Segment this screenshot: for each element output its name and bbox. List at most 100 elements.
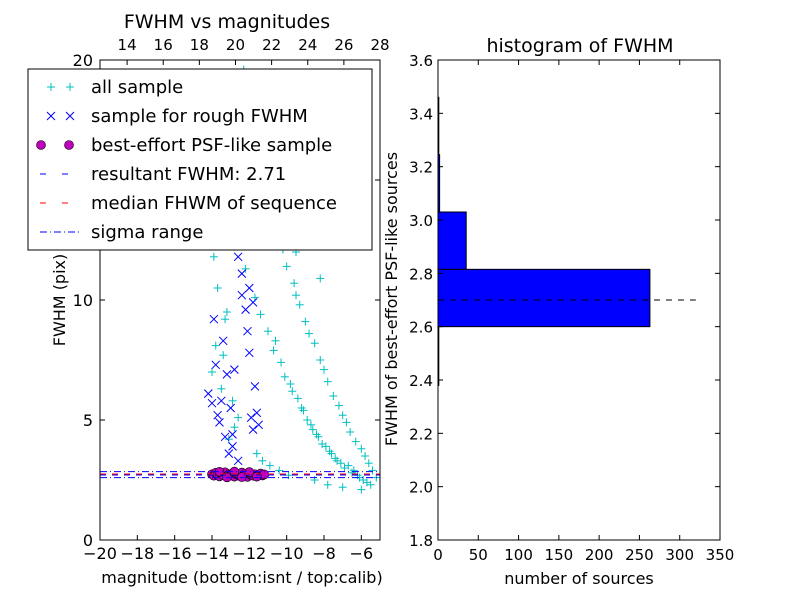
all-sample-point [366,480,375,489]
legend-label-sigma-range: sigma range [91,222,203,243]
rough-sample-point-b [224,449,234,458]
all-sample-point [234,413,243,422]
right-x-tick-label: 300 [665,546,694,564]
rough-sample-point-b [233,252,243,262]
right-x-axis-label: number of sources [504,569,654,588]
rough-sample-point [230,365,239,374]
legend-label-psf-sample: best-effort PSF-like sample [91,135,332,156]
rough-sample-point [213,410,222,420]
legend-markers [36,83,80,233]
all-sample-point [342,418,351,427]
all-sample-point [303,416,312,424]
all-sample-point [338,483,347,492]
right-y-ticks: 1.8 2.0 2.2 2.4 2.6 2.8 3.0 3.2 3.4 3.6 [409,52,720,550]
psf-sample-point [251,471,262,482]
rough-sample-point [250,382,260,391]
right-y-tick-label: 3.0 [409,212,433,230]
left-x-tick-label: −14 [195,544,229,563]
right-y-tick-label: 3.4 [409,105,433,123]
left-y-tick-label: 20 [73,51,93,70]
all-sample-point [351,437,360,446]
histogram-bar [437,211,467,270]
rough-sample-point [244,283,254,293]
all-sample-point [357,485,366,494]
all-sample-point [213,284,222,292]
all-sample-point [217,384,226,393]
rough-sample-point-b [237,290,247,300]
all-sample-point [224,435,233,444]
legend-marker-psf-sample [64,140,74,150]
left-chart: −20−18−16−14−12−10−8−6 05101520 14161820… [27,11,390,587]
all-sample-point [280,372,289,381]
all-sample-point [323,480,332,489]
all-sample-point [230,423,239,432]
rough-sample-point [228,430,237,439]
rough-sample-point-b [218,336,228,346]
rough-sample-point [207,398,217,408]
all-sample-point [295,300,304,309]
all-sample-point [256,310,265,319]
rough-sample-point-b [213,410,222,420]
rough-sample-point-b [246,413,256,422]
all-sample-point [222,308,231,316]
rough-sample-point [237,290,247,300]
all-sample-point [269,346,278,355]
all-sample-point [327,449,336,458]
rough-sample-point-b [254,420,264,430]
all-sample-point [333,456,342,465]
legend-label-all-sample: all sample [91,77,183,98]
left-top-x-tick-label: 20 [226,36,245,54]
all-sample-point [357,444,366,453]
legend-marker-all-sample [66,83,74,91]
all-sample-point [306,420,315,429]
rough-sample-point-b [220,432,230,442]
legend-marker-all-sample [47,83,55,91]
rough-sample-point-b [233,456,243,466]
all-sample-point [344,461,353,470]
right-x-tick-label: 350 [706,546,735,564]
left-x-tick-label: −6 [350,544,374,563]
rough-sample-point [222,370,232,379]
rough-sample-point-b [228,442,237,451]
all-sample-point [277,358,286,367]
right-x-tick-label: 200 [585,546,614,564]
legend-marker-rough-sample [46,111,56,121]
right-x-ticks: 0 50 100 150 200 250 300 350 [433,60,734,564]
rough-sample-point-b [207,398,217,408]
all-sample-point [349,466,358,475]
rough-sample-point [218,336,228,346]
right-y-axis-label: FWHM of best-effort PSF-like sources [382,152,401,446]
all-sample-point [338,411,347,420]
legend-label-rough-sample: sample for rough FWHM [91,106,308,127]
all-sample-point [290,279,299,288]
rough-sample-point-b [244,283,254,293]
right-y-tick-label: 2.4 [409,372,433,390]
all-sample-point [308,425,317,434]
rough-sample-point [220,432,230,442]
rough-sample-point [254,420,264,430]
rough-sample-point [211,360,221,370]
right-y-tick-label: 3.6 [409,52,433,70]
left-y-tick-label: 5 [83,411,93,430]
all-sample-point [310,339,319,348]
left-top-x-ticks: 14 16 18 20 22 24 26 28 [118,36,390,65]
all-sample-point [361,452,370,460]
right-plot-area [437,96,696,386]
right-y-tick-label: 3.2 [409,159,433,177]
rough-sample-point-b [222,370,232,379]
all-sample-point [323,377,332,386]
all-sample-point [329,392,338,400]
all-sample-point [297,404,306,412]
rough-sample-point [233,456,243,466]
rough-sample-point [203,389,213,398]
left-top-x-tick-label: 24 [298,36,317,54]
left-y-axis-label: FWHM (pix) [50,254,69,347]
rough-sample-point-b [211,360,221,370]
rough-sample-point-b [244,348,254,358]
left-top-x-tick-label: 18 [190,36,209,54]
all-sample-point [221,315,230,324]
left-y-tick-label: 10 [73,291,93,310]
right-y-tick-label: 1.8 [409,532,433,550]
